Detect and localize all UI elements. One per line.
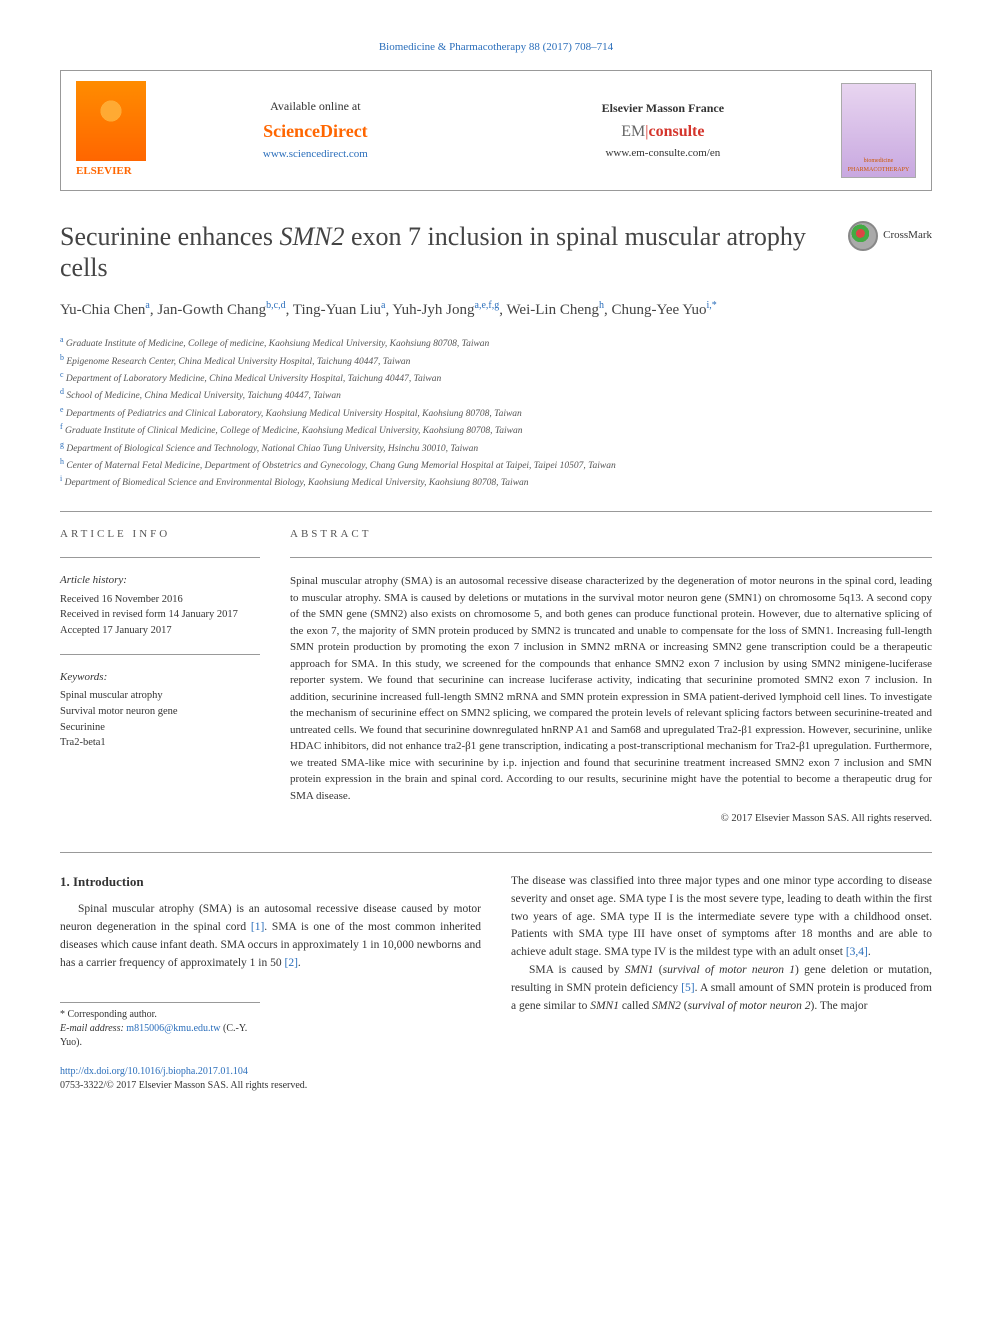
introduction-heading: 1. Introduction [60, 873, 481, 891]
column-right: The disease was classified into three ma… [511, 873, 932, 1050]
article-history-dates: Received 16 November 2016 Received in re… [60, 592, 260, 639]
keywords-list: Spinal muscular atrophySurvival motor ne… [60, 688, 260, 751]
corresponding-label: * Corresponding author. [60, 1008, 260, 1022]
article-history-label: Article history: [60, 573, 260, 588]
revised-date: Received in revised form 14 January 2017 [60, 607, 260, 623]
emconsulte-logo: EM|consulte [602, 121, 724, 143]
divider [290, 557, 932, 558]
intro-paragraph-1: Spinal muscular atrophy (SMA) is an auto… [60, 901, 481, 972]
affiliation-item: h Center of Maternal Fetal Medicine, Dep… [60, 456, 932, 473]
available-online-text: Available online at [263, 98, 368, 115]
crossmark-label: CrossMark [883, 228, 932, 243]
citation-ref[interactable]: [3,4] [846, 946, 868, 958]
body-columns: 1. Introduction Spinal muscular atrophy … [60, 873, 932, 1050]
keywords-label: Keywords: [60, 670, 260, 685]
journal-cover-thumbnail: biomedicine PHARMACOTHERAPY [841, 83, 916, 178]
affiliation-item: g Department of Biological Science and T… [60, 439, 932, 456]
citation-ref[interactable]: [1] [251, 921, 264, 933]
journal-cover-title: biomedicine PHARMACOTHERAPY [842, 157, 915, 174]
intro-paragraph-2: The disease was classified into three ma… [511, 873, 932, 962]
header-box: ELSEVIER Available online at ScienceDire… [60, 70, 932, 190]
intro-paragraph-3: SMA is caused by SMN1 (survival of motor… [511, 962, 932, 1015]
accepted-date: Accepted 17 January 2017 [60, 623, 260, 639]
received-date: Received 16 November 2016 [60, 592, 260, 608]
citation-ref[interactable]: [5] [681, 982, 694, 994]
authors-list: Yu-Chia Chena, Jan-Gowth Changb,c,d, Tin… [60, 298, 932, 322]
email-label: E-mail address: [60, 1023, 124, 1034]
header-citation: Biomedicine & Pharmacotherapy 88 (2017) … [60, 40, 932, 55]
citation-ref[interactable]: [2] [284, 957, 297, 969]
corresponding-email[interactable]: m815006@kmu.edu.tw [126, 1023, 220, 1034]
keyword-item: Securinine [60, 720, 260, 736]
keyword-item: Survival motor neuron gene [60, 704, 260, 720]
emconsulte-url[interactable]: www.em-consulte.com/en [602, 146, 724, 161]
keyword-item: Spinal muscular atrophy [60, 688, 260, 704]
abstract-text: Spinal muscular atrophy (SMA) is an auto… [290, 573, 932, 804]
affiliation-item: d School of Medicine, China Medical Univ… [60, 386, 932, 403]
crossmark-icon [848, 221, 878, 251]
sciencedirect-block: Available online at ScienceDirect www.sc… [263, 98, 368, 162]
page-footer: http://dx.doi.org/10.1016/j.biopha.2017.… [60, 1065, 932, 1093]
em-logo-em: EM [621, 123, 645, 140]
divider [60, 557, 260, 558]
affiliations-list: a Graduate Institute of Medicine, Colleg… [60, 334, 932, 491]
divider [60, 654, 260, 655]
sciencedirect-url[interactable]: www.sciencedirect.com [263, 147, 368, 162]
article-info-sidebar: ARTICLE INFO Article history: Received 1… [60, 527, 260, 827]
affiliation-item: a Graduate Institute of Medicine, Colleg… [60, 334, 932, 351]
issn-copyright: 0753-3322/© 2017 Elsevier Masson SAS. Al… [60, 1080, 307, 1091]
elsevier-masson-text: Elsevier Masson France [602, 100, 724, 117]
elsevier-text: ELSEVIER [76, 164, 146, 179]
affiliation-item: i Department of Biomedical Science and E… [60, 473, 932, 490]
article-title: Securinine enhances SMN2 exon 7 inclusio… [60, 221, 848, 283]
divider [60, 852, 932, 853]
corresponding-author-footnote: * Corresponding author. E-mail address: … [60, 1002, 260, 1050]
header-center: Available online at ScienceDirect www.sc… [146, 98, 841, 162]
emconsulte-block: Elsevier Masson France EM|consulte www.e… [602, 100, 724, 162]
affiliation-item: c Department of Laboratory Medicine, Chi… [60, 369, 932, 386]
elsevier-tree-icon [76, 81, 146, 161]
abstract-copyright: © 2017 Elsevier Masson SAS. All rights r… [290, 812, 932, 827]
doi-link[interactable]: http://dx.doi.org/10.1016/j.biopha.2017.… [60, 1066, 248, 1077]
affiliation-item: f Graduate Institute of Clinical Medicin… [60, 421, 932, 438]
article-info-heading: ARTICLE INFO [60, 527, 260, 542]
affiliation-item: b Epigenome Research Center, China Medic… [60, 352, 932, 369]
abstract-heading: ABSTRACT [290, 527, 932, 542]
sciencedirect-logo: ScienceDirect [263, 119, 368, 144]
elsevier-logo-block: ELSEVIER [76, 81, 146, 179]
affiliation-item: e Departments of Pediatrics and Clinical… [60, 404, 932, 421]
column-left: 1. Introduction Spinal muscular atrophy … [60, 873, 481, 1050]
crossmark-badge[interactable]: CrossMark [848, 221, 932, 251]
abstract-section: ABSTRACT Spinal muscular atrophy (SMA) i… [290, 527, 932, 827]
keyword-item: Tra2-beta1 [60, 735, 260, 751]
divider [60, 511, 932, 512]
em-logo-consulte: consulte [648, 123, 704, 140]
